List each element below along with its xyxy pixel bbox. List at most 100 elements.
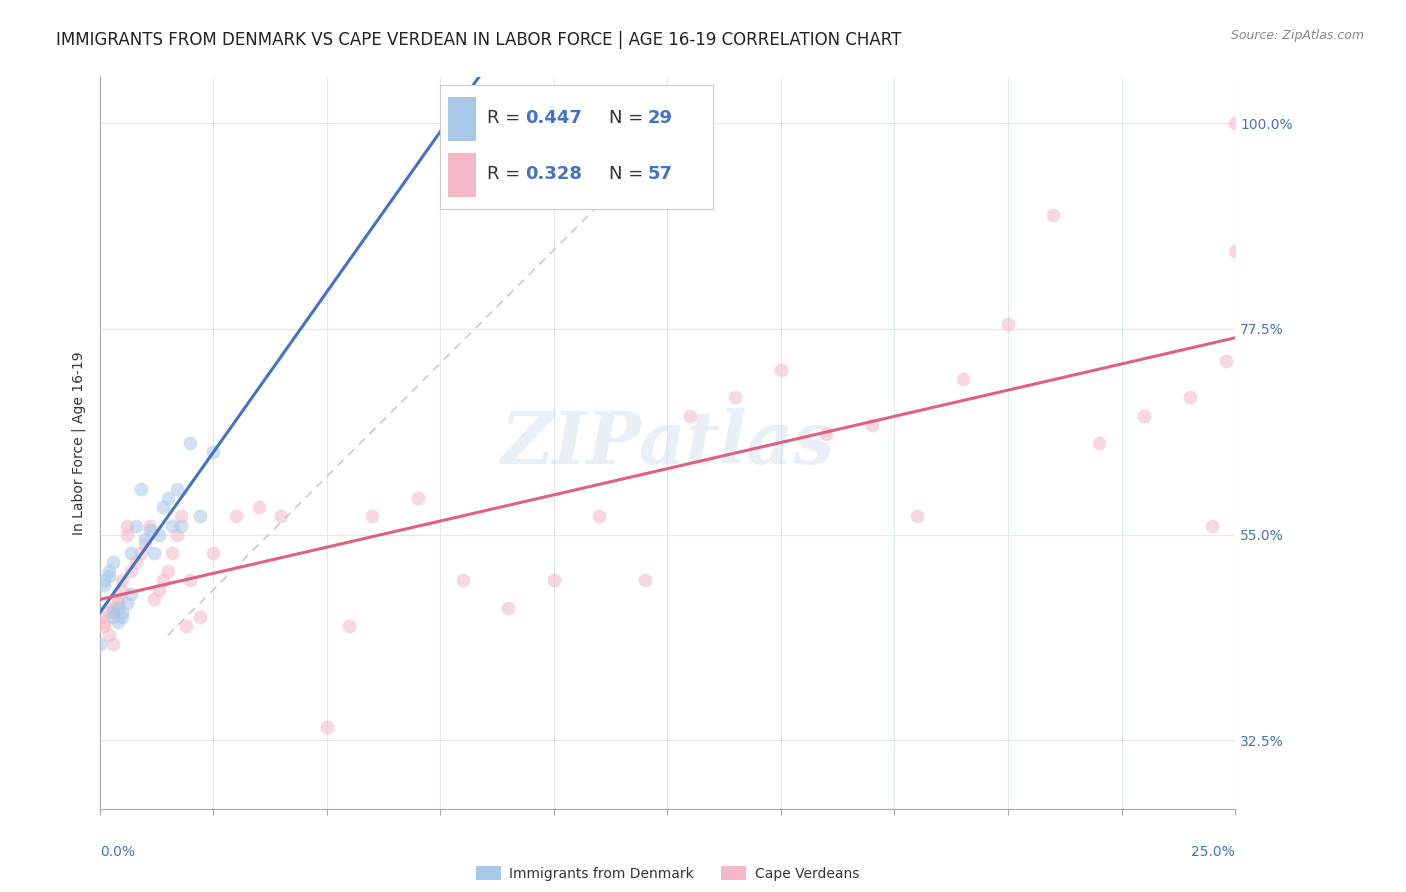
Text: 0.447: 0.447 [524,110,582,128]
Text: IMMIGRANTS FROM DENMARK VS CAPE VERDEAN IN LABOR FORCE | AGE 16-19 CORRELATION C: IMMIGRANTS FROM DENMARK VS CAPE VERDEAN … [56,31,901,49]
Point [1223,244,1246,259]
Point [1215,354,1237,368]
Point [93,619,115,633]
Point [111,582,134,597]
Text: N =: N = [609,110,650,128]
Text: N =: N = [609,165,650,183]
Point [115,596,138,610]
Point [103,637,125,651]
Point [89,637,111,651]
Point [97,628,120,642]
Point [247,500,270,515]
Text: Source: ZipAtlas.com: Source: ZipAtlas.com [1230,29,1364,42]
Point [107,591,129,606]
Point [156,564,179,578]
Point [270,509,292,524]
Point [905,509,928,524]
Point [815,427,838,442]
Point [115,518,138,533]
Point [107,615,129,629]
Point [152,500,174,515]
Point [162,518,184,533]
Point [125,518,148,533]
Point [634,574,657,588]
Point [107,600,129,615]
Point [120,564,142,578]
Text: 29: 29 [647,110,672,128]
Point [148,527,170,541]
Point [166,527,188,541]
Point [543,574,565,588]
Point [679,409,702,423]
Point [1088,436,1111,450]
Point [225,509,247,524]
Point [339,619,361,633]
Point [166,482,188,496]
Point [97,564,120,578]
Point [89,610,111,624]
Point [202,445,225,459]
Point [170,518,193,533]
Point [111,606,134,620]
Point [148,582,170,597]
Point [97,569,120,583]
Text: R =: R = [486,165,526,183]
FancyBboxPatch shape [449,153,475,196]
Point [997,318,1019,332]
Point [103,606,125,620]
Point [769,363,792,377]
FancyBboxPatch shape [449,97,475,141]
Point [188,610,211,624]
Point [129,482,152,496]
Point [1133,409,1156,423]
Point [129,546,152,560]
Point [179,436,201,450]
Text: 57: 57 [647,165,672,183]
Point [952,372,974,386]
Text: 0.0%: 0.0% [100,845,135,859]
Point [202,546,225,560]
Point [361,509,384,524]
Point [406,491,429,505]
Point [107,596,129,610]
Point [120,546,142,560]
Text: R =: R = [486,110,526,128]
Point [111,574,134,588]
Point [134,533,156,547]
Point [93,615,115,629]
Point [188,509,211,524]
Point [156,491,179,505]
Point [451,574,474,588]
Point [103,600,125,615]
Point [1201,518,1223,533]
Point [143,546,166,560]
Point [103,555,125,569]
Point [134,537,156,551]
Point [315,720,337,734]
Point [170,509,193,524]
Text: 0.328: 0.328 [524,165,582,183]
Point [93,578,115,592]
Point [97,606,120,620]
Text: ZIPatlas: ZIPatlas [501,408,834,479]
Point [724,391,747,405]
Point [93,574,115,588]
Point [103,610,125,624]
Point [111,610,134,624]
Point [860,417,883,432]
Point [115,527,138,541]
Legend: Immigrants from Denmark, Cape Verdeans: Immigrants from Denmark, Cape Verdeans [470,860,865,886]
Point [1042,208,1064,222]
Point [138,523,160,537]
Point [498,600,520,615]
Point [152,574,174,588]
Text: 25.0%: 25.0% [1191,845,1234,859]
Point [143,591,166,606]
Point [162,546,184,560]
Point [174,619,197,633]
Point [588,509,610,524]
Point [179,574,201,588]
Point [125,555,148,569]
Point [120,587,142,601]
Point [1223,116,1246,130]
